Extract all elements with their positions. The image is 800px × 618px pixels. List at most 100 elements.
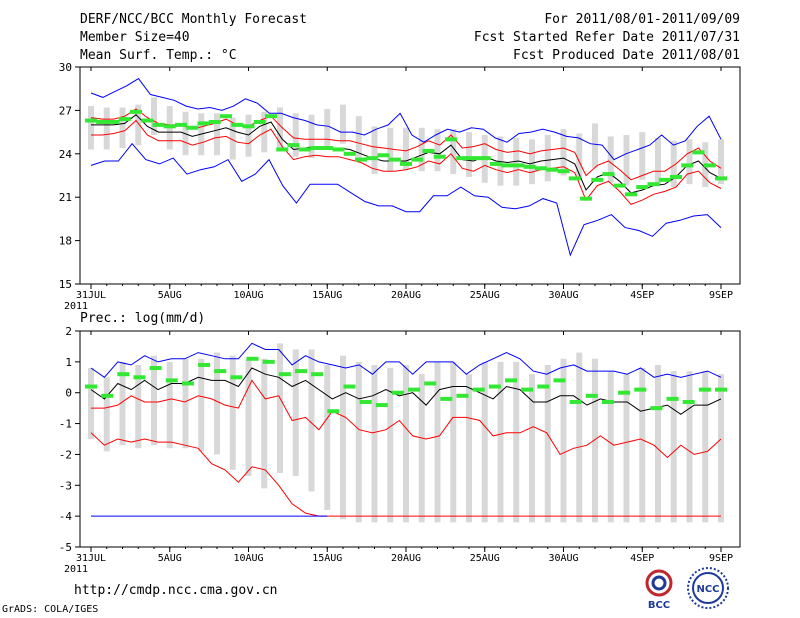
x-tick-label: 9SEP	[709, 290, 733, 301]
observed-marker	[650, 406, 663, 411]
spread-bar	[355, 116, 362, 162]
observed-marker	[537, 384, 550, 389]
observed-marker	[445, 137, 457, 142]
spread-bar	[718, 139, 724, 185]
spread-bar	[182, 358, 189, 449]
spread-bar	[403, 364, 409, 523]
spread-bar	[466, 374, 472, 523]
spread-bar	[434, 129, 441, 172]
x-tick-label: 4SEP	[630, 553, 654, 564]
observed-marker	[276, 147, 289, 152]
observed-marker	[375, 403, 388, 408]
observed-marker	[591, 177, 604, 182]
observed-marker	[152, 122, 165, 127]
observed-marker	[96, 119, 109, 124]
observed-marker	[208, 119, 221, 124]
observed-marker	[332, 147, 345, 152]
minus-2sd-line	[90, 432, 721, 517]
observed-marker	[343, 384, 356, 389]
observed-marker	[246, 356, 259, 361]
spread-bar	[245, 358, 252, 477]
observed-marker	[117, 372, 130, 377]
observed-marker	[175, 122, 187, 127]
minus-sd-line	[91, 119, 722, 205]
spread-bar	[639, 132, 646, 180]
observed-marker	[535, 166, 547, 171]
precip-panel-label: Prec.: log(mm/d)	[80, 311, 206, 326]
observed-marker	[670, 174, 682, 179]
min-line	[90, 142, 722, 257]
observed-marker	[647, 182, 660, 187]
fcst-produced-date: Fcst Produced Date 2011/08/01	[513, 48, 740, 63]
observed-marker	[149, 366, 162, 371]
spread-bar	[277, 343, 283, 473]
spread-bar	[607, 136, 614, 183]
observed-marker	[107, 119, 120, 124]
spread-bar	[214, 113, 220, 156]
x-tick-label: 25AUG	[470, 290, 500, 301]
footer-url[interactable]: http://cmdp.ncc.cma.gov.cn	[74, 583, 278, 598]
observed-marker	[231, 122, 244, 127]
x-tick-label: 31JUL	[76, 553, 106, 564]
spread-bar	[387, 368, 394, 523]
x-tick-label: 15AUG	[312, 290, 342, 301]
observed-marker	[625, 192, 637, 197]
observed-marker	[715, 176, 727, 181]
spread-bar	[245, 114, 252, 157]
ensemble-mean-line	[90, 367, 722, 415]
spread-bar	[655, 137, 661, 185]
fcst-started-date: Fcst Started Refer Date 2011/07/31	[473, 30, 740, 45]
spread-bar	[450, 361, 457, 523]
bcc-logo-text: BCC	[648, 600, 670, 610]
spread-bar	[387, 127, 394, 172]
spread-bar	[229, 355, 236, 470]
observed-marker	[521, 387, 534, 392]
observed-marker	[133, 375, 146, 380]
spread-bar	[403, 127, 409, 170]
spread-bar	[450, 129, 457, 175]
observed-marker	[636, 185, 649, 190]
spread-bar	[544, 134, 551, 182]
observed-marker	[715, 387, 727, 392]
y-tick-label: -3	[59, 479, 72, 492]
observed-marker	[130, 109, 142, 114]
observed-marker	[424, 381, 437, 386]
observed-marker	[388, 157, 401, 162]
max-line	[90, 77, 722, 161]
spread-bar	[434, 361, 441, 523]
observed-marker	[220, 114, 232, 119]
observed-marker	[400, 161, 412, 166]
spread-bar	[277, 107, 283, 151]
spread-bar	[198, 358, 205, 452]
observed-marker	[553, 378, 566, 383]
observed-marker	[601, 399, 614, 404]
observed-marker	[433, 154, 446, 159]
observed-marker	[278, 372, 291, 377]
spread-bar	[718, 374, 724, 523]
observed-marker	[321, 146, 334, 151]
spread-bar	[151, 97, 157, 135]
spread-bar	[135, 104, 142, 146]
observed-marker	[118, 117, 131, 122]
spread-bar	[371, 126, 378, 175]
spread-bar	[119, 361, 126, 446]
observed-marker	[501, 163, 514, 168]
observed-marker	[359, 399, 372, 404]
spread-bar	[655, 364, 661, 523]
y-tick-label: -1	[59, 418, 72, 431]
x-tick-label: 10AUG	[233, 290, 263, 301]
y-tick-label: 24	[59, 148, 73, 161]
observed-marker	[478, 156, 491, 161]
forecast-period: For 2011/08/01-2011/09/09	[544, 12, 740, 27]
y-tick-label: -4	[59, 510, 73, 523]
observed-marker	[165, 378, 178, 383]
spread-bar	[686, 371, 693, 523]
observed-marker	[634, 387, 647, 392]
observed-marker	[698, 387, 711, 392]
observed-marker	[181, 381, 194, 386]
spread-bar	[607, 371, 614, 523]
observed-marker	[366, 156, 379, 161]
observed-marker	[186, 125, 199, 130]
observed-marker	[197, 121, 210, 126]
observed-marker	[467, 156, 480, 161]
